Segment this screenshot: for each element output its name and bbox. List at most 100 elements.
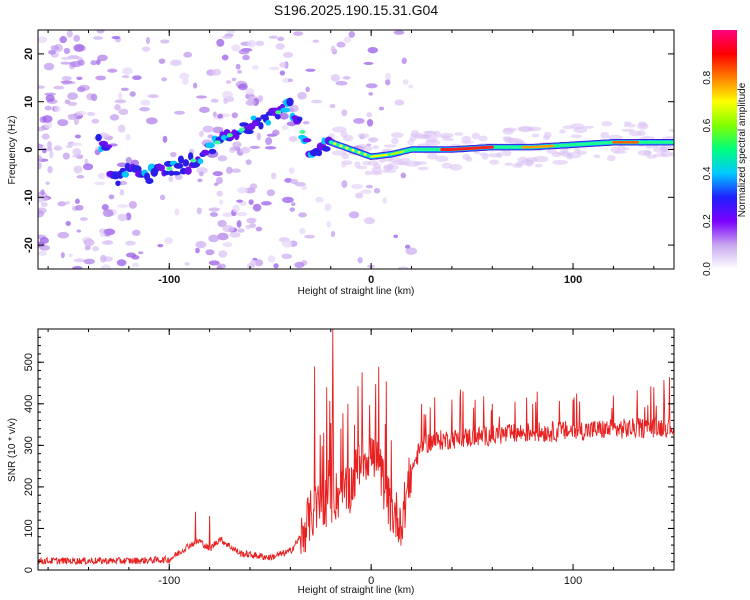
noise-blob	[593, 154, 601, 159]
noise-blob	[39, 244, 51, 251]
colorbar-tick-label: 0.2	[702, 214, 713, 228]
noise-blob	[219, 199, 224, 205]
ridge-blob	[250, 115, 257, 121]
noise-blob	[93, 181, 106, 186]
noise-blob	[249, 145, 261, 150]
noise-blob	[43, 62, 55, 71]
noise-blob	[378, 106, 385, 111]
y-tick-label: -20	[23, 237, 35, 253]
noise-blob	[256, 132, 262, 141]
noise-blob	[441, 162, 452, 169]
noise-blob	[174, 110, 185, 115]
noise-blob	[76, 76, 83, 80]
noise-blob	[454, 132, 464, 136]
snr-marks	[38, 329, 674, 566]
noise-blob	[326, 220, 331, 228]
noise-blob	[68, 253, 73, 258]
noise-blob	[331, 150, 347, 156]
noise-blob	[559, 148, 569, 153]
y-tick-label: 0	[23, 567, 35, 573]
noise-blob	[652, 146, 669, 153]
noise-blob	[232, 141, 242, 149]
noise-blob	[517, 125, 534, 132]
noise-blob	[101, 204, 109, 211]
noise-blob	[125, 252, 136, 258]
ridge-blob	[280, 107, 290, 113]
noise-blob	[72, 265, 83, 269]
noise-blob	[231, 77, 237, 82]
noise-blob	[196, 167, 208, 174]
noise-blob	[502, 127, 518, 132]
noise-blob	[61, 76, 72, 81]
ridge-blob	[265, 119, 272, 126]
noise-blob	[91, 118, 100, 124]
noise-blob	[363, 61, 374, 66]
noise-blob	[158, 58, 166, 64]
noise-blob	[435, 155, 449, 162]
noise-blob	[228, 147, 236, 154]
noise-blob	[73, 34, 81, 42]
noise-blob	[38, 154, 43, 162]
noise-blob	[117, 213, 128, 222]
noise-blob	[147, 94, 159, 98]
noise-blob	[132, 75, 142, 81]
colorbar-tick-label: 0.8	[702, 70, 713, 84]
ridge-blob	[173, 163, 184, 169]
top-x-axis-label: Height of straight line (km)	[298, 286, 415, 297]
noise-blob	[348, 30, 355, 38]
noise-blob	[269, 66, 280, 71]
noise-blob	[209, 212, 219, 217]
noise-blob	[117, 204, 129, 208]
noise-blob	[400, 172, 407, 179]
ridge-blob	[275, 113, 281, 120]
noise-blob	[70, 61, 82, 68]
bottom-y-axis-label: SNR (10 * v/v)	[7, 418, 18, 482]
noise-blob	[64, 99, 71, 105]
noise-blob	[362, 161, 371, 166]
ridge-peak	[333, 142, 337, 146]
noise-blob	[49, 150, 54, 159]
noise-blob	[271, 172, 277, 180]
noise-blob	[390, 132, 404, 138]
noise-blob	[279, 70, 286, 76]
noise-blob	[482, 154, 489, 160]
noise-blob	[146, 117, 158, 125]
noise-blob	[652, 153, 668, 157]
noise-blob	[354, 161, 361, 168]
y-tick-label: 100	[23, 519, 35, 537]
ridge-blob	[121, 171, 130, 178]
noise-blob	[242, 54, 250, 61]
x-tick-label: 100	[564, 575, 582, 587]
noise-blob	[391, 137, 399, 145]
noise-blob	[279, 62, 287, 68]
noise-blob	[66, 144, 73, 149]
y-tick-label: 400	[23, 395, 35, 413]
noise-blob	[57, 201, 67, 207]
noise-blob	[335, 80, 348, 86]
ridge-hotspot	[440, 145, 494, 151]
noise-blob	[132, 229, 141, 236]
noise-blob	[57, 231, 70, 239]
noise-blob	[222, 241, 233, 248]
noise-blob	[84, 245, 91, 251]
noise-blob	[195, 240, 207, 249]
noise-blob	[232, 204, 240, 213]
noise-blob	[83, 258, 96, 265]
noise-blob	[217, 113, 224, 119]
noise-blob	[287, 78, 294, 83]
noise-blob	[291, 202, 296, 206]
ridge-blob	[177, 155, 184, 164]
noise-blob	[238, 49, 250, 55]
noise-blob	[83, 238, 95, 247]
noise-blob	[281, 253, 292, 259]
noise-blob	[236, 211, 248, 217]
noise-blob	[637, 121, 647, 128]
noise-blob	[304, 234, 316, 239]
noise-blob	[502, 136, 512, 140]
noise-blob	[38, 210, 45, 218]
colorbar-tick-label: 0.6	[702, 118, 713, 132]
noise-blob	[73, 165, 83, 174]
noise-blob	[341, 160, 353, 165]
noise-blob	[43, 120, 53, 129]
noise-blob	[168, 176, 174, 182]
